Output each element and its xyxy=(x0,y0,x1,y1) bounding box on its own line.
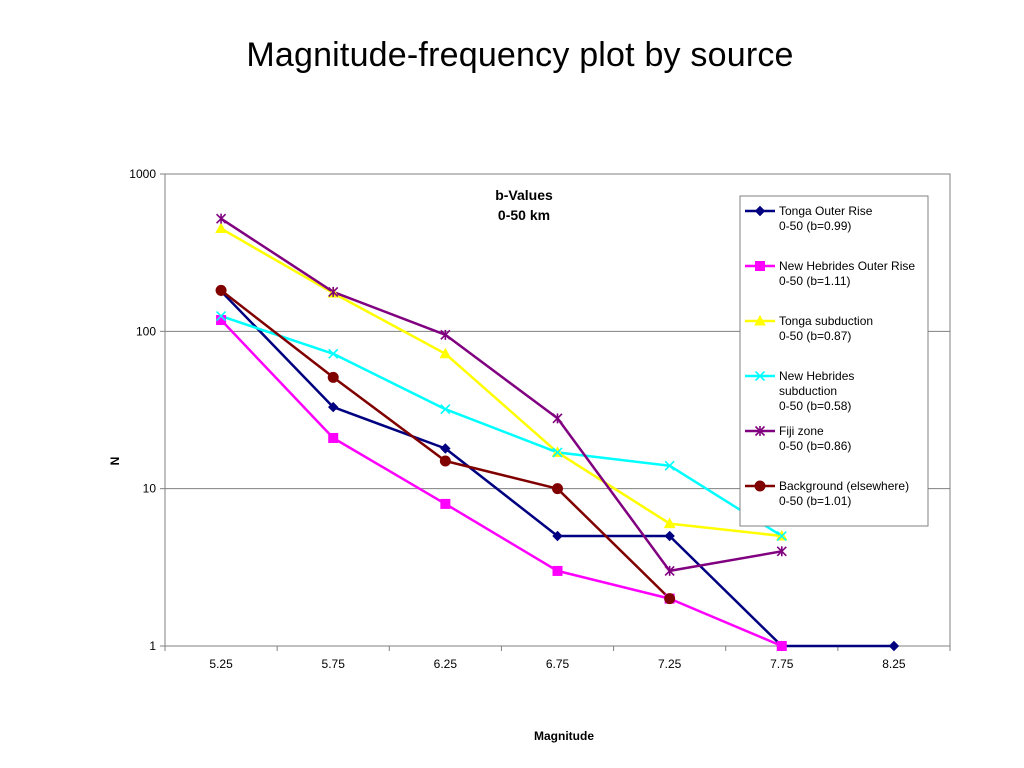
data-point-s5-1 xyxy=(327,371,339,383)
x-tick-label: 7.75 xyxy=(770,657,794,671)
slide-title: Magnitude-frequency plot by source xyxy=(246,36,794,74)
x-tick-label: 7.25 xyxy=(658,657,682,671)
legend-label-2-1: 0-50 (b=0.87) xyxy=(779,329,851,343)
y-tick-label: 1000 xyxy=(129,167,156,181)
legend-label-3-1: subduction xyxy=(779,384,837,398)
legend-marker-2 xyxy=(754,314,766,326)
data-point-s0-2 xyxy=(440,443,451,454)
data-point-s5-0 xyxy=(215,284,227,296)
data-point-s1-3 xyxy=(552,565,563,576)
legend-label-1-1: 0-50 (b=1.11) xyxy=(779,274,851,288)
series-line-2 xyxy=(220,227,782,538)
series-markers xyxy=(215,213,900,652)
series-line-4 xyxy=(220,217,783,573)
legend-label-3-0: New Hebrides xyxy=(779,369,854,383)
legend-label-5-1: 0-50 (b=1.01) xyxy=(779,494,851,508)
legend-marker-1 xyxy=(755,261,765,271)
data-point-s1-5 xyxy=(776,641,787,651)
data-point-s0-3 xyxy=(552,530,563,542)
data-point-s0-4 xyxy=(664,530,675,542)
data-point-s4-4 xyxy=(664,565,675,576)
x-tick-label: 6.75 xyxy=(546,657,570,671)
legend-label-5-0: Background (elsewhere) xyxy=(779,479,909,493)
legend-label-1-0: New Hebrides Outer Rise xyxy=(779,259,915,273)
data-point-s0-1 xyxy=(328,401,339,413)
series-line-1 xyxy=(220,319,783,648)
y-tick-label: 10 xyxy=(143,482,157,496)
data-point-s1-1 xyxy=(328,432,339,443)
x-axis-label: Magnitude xyxy=(534,729,594,743)
legend-label-3-2: 0-50 (b=0.58) xyxy=(779,399,851,413)
y-axis-label: N xyxy=(108,457,122,466)
data-point-s2-2 xyxy=(439,347,452,359)
legend-label-0-0: Tonga Outer Rise xyxy=(779,204,873,218)
x-tick-label: 5.25 xyxy=(209,657,233,671)
chart-title: b-Values xyxy=(495,187,553,203)
data-point-s4-2 xyxy=(440,329,451,340)
data-point-s3-1 xyxy=(328,348,339,359)
chart-subtitle: 0-50 km xyxy=(498,207,550,223)
x-tick-label: 5.75 xyxy=(322,657,346,671)
data-point-s3-2 xyxy=(440,404,451,415)
data-point-s1-2 xyxy=(440,498,451,509)
data-point-s4-3 xyxy=(552,413,563,424)
data-point-s3-5 xyxy=(776,530,787,542)
legend-label-2-0: Tonga subduction xyxy=(779,314,873,328)
legend-box xyxy=(739,195,929,527)
series-line-3 xyxy=(220,314,783,538)
data-point-s2-4 xyxy=(663,517,676,529)
data-point-s3-4 xyxy=(664,460,675,471)
legend-label-4-0: Fiji zone xyxy=(779,424,824,438)
y-tick-label: 100 xyxy=(136,324,156,338)
data-point-s5-4 xyxy=(664,593,676,605)
x-tick-label: 8.25 xyxy=(882,657,906,671)
legend-marker-4 xyxy=(754,425,766,437)
legend-marker-3 xyxy=(754,370,766,382)
data-point-s0-6 xyxy=(888,640,900,652)
data-point-s5-2 xyxy=(439,455,451,467)
data-point-s4-1 xyxy=(328,286,339,297)
legend-label-4-1: 0-50 (b=0.86) xyxy=(779,439,851,453)
x-axis: 5.25 5.75 6.25 6.75 7.25 7.75 8.25 xyxy=(164,646,951,671)
y-tick-label: 1 xyxy=(149,639,156,653)
x-tick-label: 6.25 xyxy=(434,657,458,671)
data-point-s3-3 xyxy=(552,447,563,458)
legend-marker-5 xyxy=(754,480,766,492)
y-axis: 1 10 100 1000 xyxy=(129,167,165,653)
data-point-s5-3 xyxy=(552,483,563,495)
data-point-s4-0 xyxy=(216,213,227,224)
data-point-s4-5 xyxy=(776,546,787,557)
legend-marker-0 xyxy=(754,205,766,217)
data-point-s3-0 xyxy=(216,311,227,322)
legend-label-0-1: 0-50 (b=0.99) xyxy=(779,219,851,233)
data-point-s2-0 xyxy=(215,222,227,234)
